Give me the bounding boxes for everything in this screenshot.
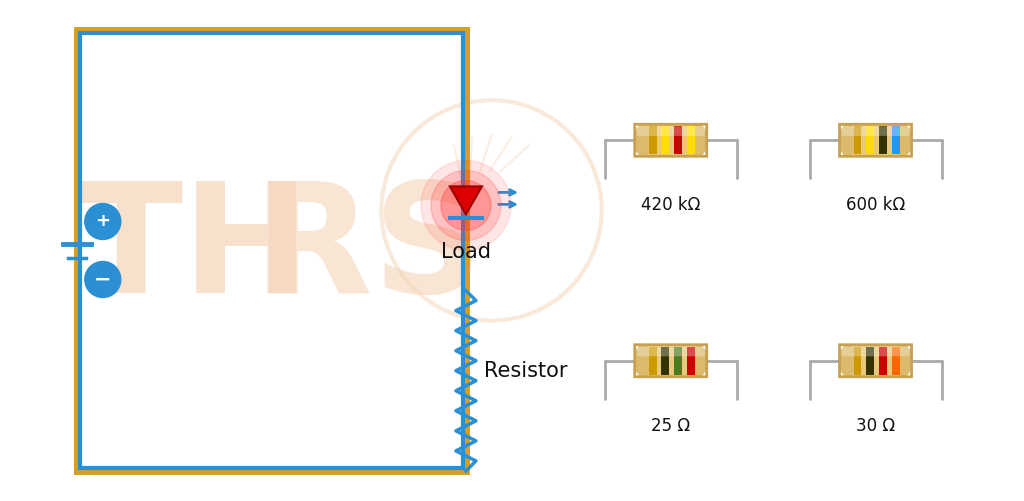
Ellipse shape — [895, 124, 912, 156]
Bar — [643, 124, 698, 156]
Text: 30 Ω: 30 Ω — [856, 417, 895, 435]
Circle shape — [431, 170, 501, 240]
Bar — [80, 33, 463, 468]
Bar — [854, 347, 861, 375]
Ellipse shape — [690, 124, 708, 156]
Bar — [848, 124, 903, 156]
Ellipse shape — [690, 124, 708, 156]
Bar — [649, 347, 656, 375]
Ellipse shape — [634, 345, 651, 377]
Text: −: − — [94, 270, 112, 290]
Ellipse shape — [839, 124, 856, 156]
Text: 600 kΩ: 600 kΩ — [846, 196, 905, 214]
Ellipse shape — [839, 345, 856, 377]
Bar — [643, 345, 698, 377]
Bar — [649, 126, 656, 154]
Text: Load: Load — [441, 242, 490, 263]
FancyBboxPatch shape — [637, 126, 705, 136]
Bar — [854, 126, 861, 154]
Ellipse shape — [690, 345, 708, 377]
Ellipse shape — [895, 124, 912, 156]
Bar — [662, 126, 670, 154]
Ellipse shape — [839, 124, 856, 156]
Text: 25 Ω: 25 Ω — [651, 417, 690, 435]
Circle shape — [85, 203, 121, 239]
FancyBboxPatch shape — [842, 126, 909, 136]
Ellipse shape — [634, 345, 651, 377]
Ellipse shape — [839, 345, 856, 377]
Bar — [892, 126, 900, 154]
Polygon shape — [450, 186, 482, 214]
Bar — [674, 126, 682, 154]
Circle shape — [85, 262, 121, 298]
Text: RS: RS — [255, 176, 482, 325]
Ellipse shape — [895, 345, 912, 377]
Bar — [662, 347, 670, 375]
Bar — [687, 126, 695, 154]
Bar — [879, 126, 887, 154]
FancyBboxPatch shape — [842, 347, 909, 356]
Circle shape — [421, 160, 511, 250]
Bar — [866, 347, 874, 375]
Ellipse shape — [634, 124, 651, 156]
Text: Resistor: Resistor — [484, 361, 567, 381]
Bar — [77, 30, 466, 471]
Ellipse shape — [690, 345, 708, 377]
Ellipse shape — [634, 124, 651, 156]
Text: TH: TH — [79, 176, 310, 325]
Bar — [687, 347, 695, 375]
Bar — [866, 126, 874, 154]
Bar — [848, 345, 903, 377]
FancyBboxPatch shape — [637, 347, 705, 356]
Circle shape — [441, 180, 490, 230]
Text: 420 kΩ: 420 kΩ — [641, 196, 700, 214]
Bar — [674, 347, 682, 375]
Text: +: + — [95, 212, 111, 230]
Bar — [892, 347, 900, 375]
Bar — [879, 347, 887, 375]
Ellipse shape — [895, 345, 912, 377]
